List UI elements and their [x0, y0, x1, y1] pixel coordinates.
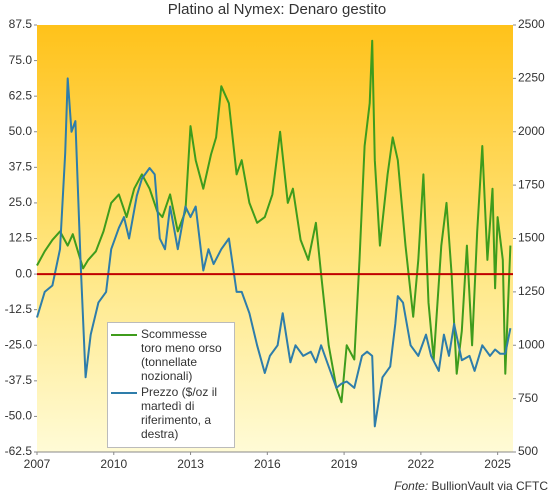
chart-title: Platino al Nymex: Denaro gestito	[168, 1, 386, 18]
y-tick-label: 12.5	[9, 231, 33, 245]
y2-tick-label: 2000	[518, 124, 545, 138]
y-tick-label: -12.5	[5, 302, 33, 316]
y2-tick-label: 1750	[518, 177, 545, 191]
legend: Scommesse toro meno orso (tonnellate noz…	[107, 322, 235, 448]
series-line	[36, 39, 512, 404]
source: Fonte: BullionVault via CFTC	[394, 479, 548, 493]
legend-swatch	[111, 392, 137, 394]
y2-tick-label: 1250	[518, 284, 545, 298]
y-tick-label: 62.5	[9, 88, 33, 102]
y-tick-label: -62.5	[5, 444, 33, 458]
series-line	[36, 77, 512, 428]
y2-tick-label: 2500	[518, 17, 545, 31]
source-label: Fonte:	[394, 479, 428, 493]
legend-entry: Prezzo ($/oz il martedì di riferimento, …	[111, 385, 231, 441]
x-tick-label: 2010	[100, 457, 127, 471]
y-tick-label: 25.0	[9, 195, 33, 209]
x-tick-label: 2007	[24, 457, 51, 471]
x-tick-label: 2013	[177, 457, 204, 471]
legend-swatch	[111, 334, 137, 336]
x-tick-label: 2019	[331, 457, 358, 471]
x-tick-label: 2016	[254, 457, 281, 471]
x-tick-label: 2022	[408, 457, 435, 471]
y2-tick-label: 2250	[518, 71, 545, 85]
legend-label: Scommesse toro meno orso (tonnellate noz…	[141, 327, 222, 383]
y-tick-label: 50.0	[9, 124, 33, 138]
y2-tick-label: 1000	[518, 337, 545, 351]
y-tick-label: 0.0	[15, 266, 32, 280]
y-tick-label: 75.0	[9, 53, 33, 67]
legend-label: Prezzo ($/oz il martedì di riferimento, …	[141, 385, 218, 441]
x-tick-label: 2025	[484, 457, 511, 471]
y-tick-label: 37.5	[9, 160, 33, 174]
y2-tick-label: 750	[518, 391, 538, 405]
y-tick-label: -37.5	[5, 373, 33, 387]
y-tick-label: -25.0	[5, 337, 33, 351]
y2-tick-label: 1500	[518, 231, 545, 245]
source-text: BullionVault via CFTC	[432, 479, 549, 493]
y-tick-label: -50.0	[5, 409, 33, 423]
y-tick-label: 87.5	[9, 17, 33, 31]
legend-entry: Scommesse toro meno orso (tonnellate noz…	[111, 327, 231, 383]
y2-tick-label: 500	[518, 444, 538, 458]
